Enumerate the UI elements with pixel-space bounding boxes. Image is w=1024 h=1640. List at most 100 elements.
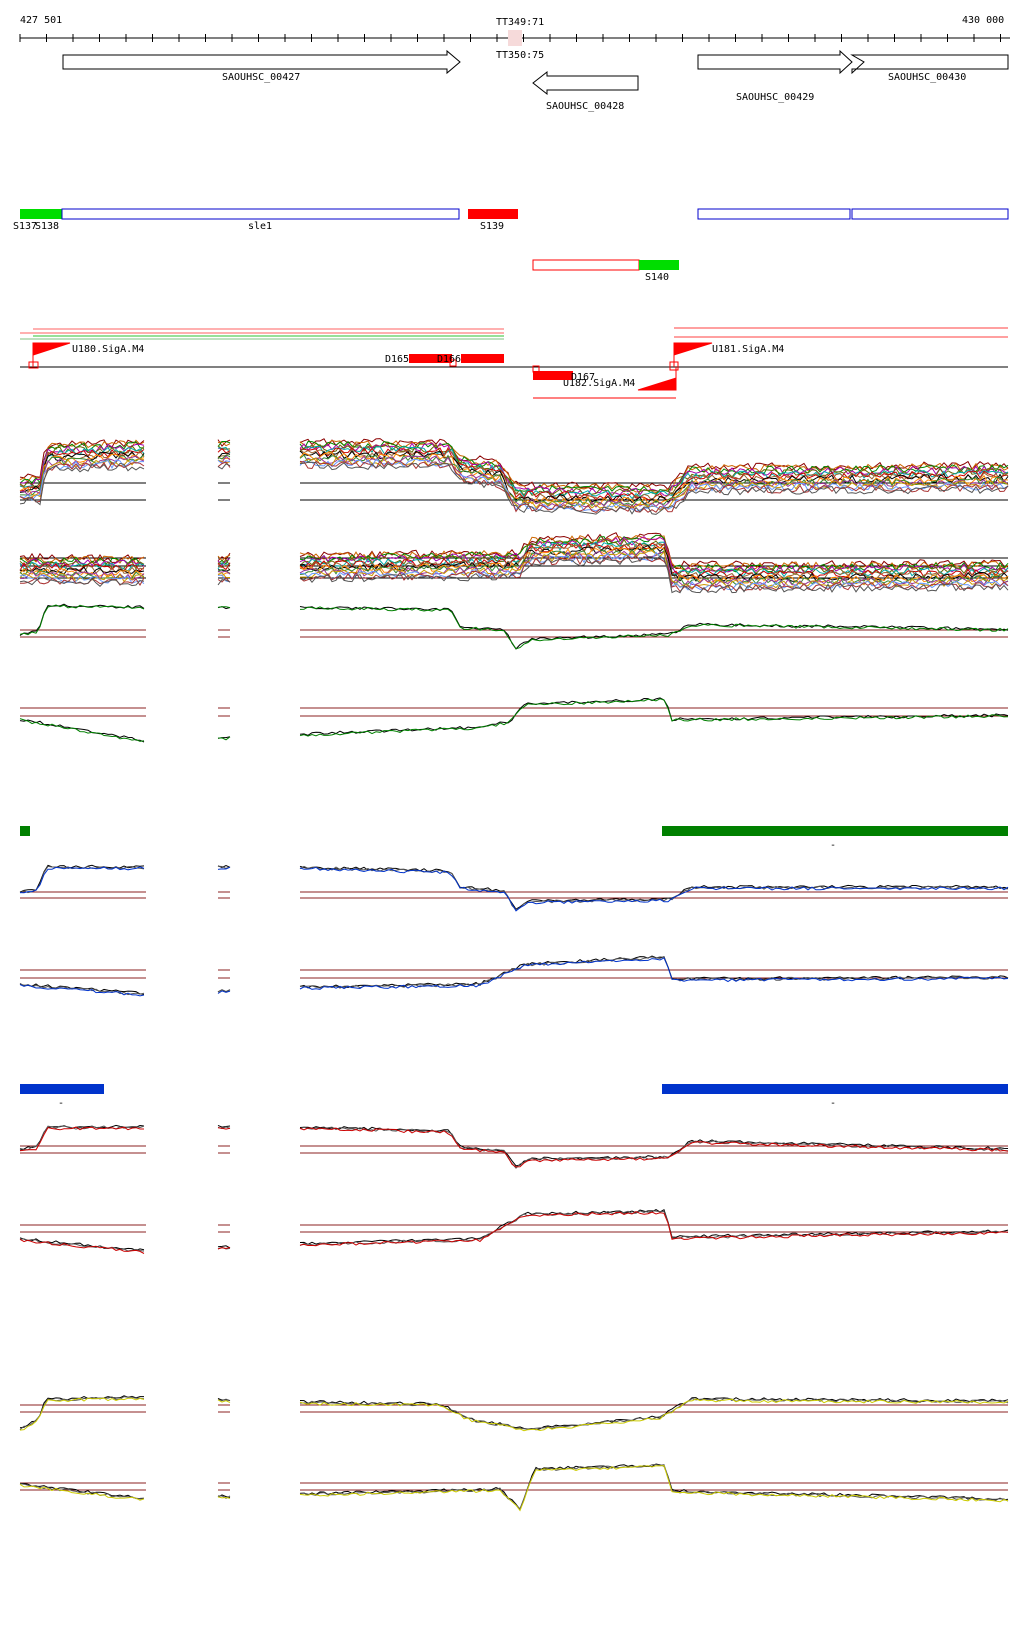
shift-marker-2 — [532, 365, 540, 373]
shift-marker-1 — [449, 359, 457, 367]
profile-line — [19, 866, 145, 894]
profile-line — [217, 441, 231, 447]
profile-line — [217, 455, 231, 463]
profile-line — [299, 551, 1009, 591]
profile-line — [299, 1463, 1009, 1511]
profile-panel-red-1 — [19, 1124, 1009, 1169]
profile-line — [19, 865, 145, 894]
profile-line — [19, 555, 145, 566]
profile-line — [19, 1396, 145, 1430]
profile-line — [299, 957, 1009, 990]
segment-label-s137: S137 — [13, 221, 37, 232]
gene-arrow-00430[interactable] — [850, 54, 1009, 75]
profile-line — [19, 567, 145, 578]
gene-track: SAOUHSC_00427 SAOUHSC_00428 SAOUHSC_0042… — [62, 49, 1009, 112]
condition-bar-blue-right-label: - — [830, 1098, 836, 1109]
profile-line — [19, 718, 145, 742]
profile-panel-green-1 — [19, 603, 1009, 650]
profile-panel-green-2 — [19, 697, 1009, 743]
profile-line — [217, 441, 231, 447]
profile-panel-blue-2 — [19, 955, 1009, 997]
segment-track: S137 S138 sle1 S139 S140 — [13, 208, 1009, 283]
profile-line — [19, 1397, 145, 1431]
terminator-label-1: TT349:71 — [496, 17, 544, 28]
shift-label-d165: D165 — [385, 354, 409, 365]
segment-right-a[interactable] — [697, 208, 851, 220]
profile-panel-all-2 — [19, 532, 1009, 594]
profile-panel-yellow-2 — [19, 1463, 1009, 1512]
profile-line — [217, 606, 231, 609]
shift-d167[interactable] — [533, 371, 573, 380]
profile-line — [299, 442, 1009, 497]
profile-line — [217, 1124, 231, 1128]
profile-line — [217, 570, 231, 575]
promoter-label-u181: U181.SigA.M4 — [712, 344, 784, 355]
shift-label-d167: D167 — [571, 372, 595, 383]
profile-line — [299, 1397, 1009, 1431]
profile-line — [217, 579, 231, 586]
profile-line — [299, 445, 1009, 500]
gene-arrow-00427[interactable] — [62, 49, 461, 75]
profile-line — [19, 577, 145, 587]
profile-line — [299, 458, 1009, 512]
profile-line — [217, 1496, 231, 1499]
profile-line — [299, 543, 1009, 581]
profile-line — [299, 1127, 1009, 1168]
promoter-label-u182: U182.SigA.M4 — [563, 378, 635, 389]
profile-line — [300, 956, 1009, 989]
profile-line — [299, 1465, 1009, 1512]
shift-d165[interactable] — [409, 354, 452, 363]
profile-line — [19, 1237, 145, 1251]
profile-line — [217, 558, 231, 567]
gene-label-00429: SAOUHSC_00429 — [736, 92, 814, 103]
profile-line — [19, 569, 145, 579]
segment-sle1[interactable] — [61, 208, 460, 220]
profile-line — [217, 1495, 231, 1499]
expression-profiles — [19, 438, 1009, 1512]
profile-line — [299, 866, 1009, 912]
condition-bar-green-left — [20, 826, 30, 836]
profile-line — [217, 562, 231, 571]
segment-s137-s138[interactable] — [20, 209, 62, 219]
promoter-label-u180: U180.SigA.M4 — [72, 344, 144, 355]
segment-s140[interactable] — [639, 260, 679, 270]
shift-label-d166: D166 — [437, 354, 461, 365]
profile-line — [217, 866, 231, 870]
promoter-flag-u180[interactable] — [32, 342, 71, 367]
promoter-flag-u181[interactable] — [673, 342, 713, 367]
profile-line — [299, 1126, 1009, 1169]
gene-arrow-00429[interactable] — [697, 49, 853, 75]
profile-line — [217, 1399, 231, 1404]
profile-line — [217, 554, 231, 562]
profile-line — [19, 462, 145, 506]
profile-line — [299, 555, 1009, 593]
promoter-flag-u182[interactable] — [637, 367, 677, 391]
profile-line — [299, 461, 1009, 515]
profile-line — [299, 439, 1009, 494]
profile-line — [19, 459, 144, 501]
profile-line — [299, 606, 1009, 650]
profile-line — [217, 445, 231, 450]
gene-arrow-00428[interactable] — [532, 70, 639, 96]
profile-line — [217, 736, 231, 741]
shift-d166[interactable] — [461, 354, 504, 363]
profile-line — [19, 984, 145, 997]
promoter-box-u180 — [28, 361, 39, 369]
profile-line — [19, 1483, 145, 1500]
promoter-box-u181 — [669, 361, 679, 371]
profile-line — [217, 1127, 231, 1130]
segment-label-s140: S140 — [645, 272, 669, 283]
profile-line — [217, 447, 231, 454]
profile-line — [299, 606, 1009, 650]
profile-line — [299, 697, 1009, 736]
segment-red-outline[interactable] — [532, 259, 640, 271]
condition-bars: - - - — [20, 826, 1008, 1109]
segment-s139[interactable] — [468, 209, 518, 219]
segment-right-b[interactable] — [851, 208, 1009, 220]
profile-line — [299, 1398, 1009, 1432]
profile-line — [217, 572, 230, 578]
profile-line — [217, 446, 231, 454]
profile-line — [299, 450, 1009, 505]
profile-panel-all-1 — [19, 438, 1009, 515]
